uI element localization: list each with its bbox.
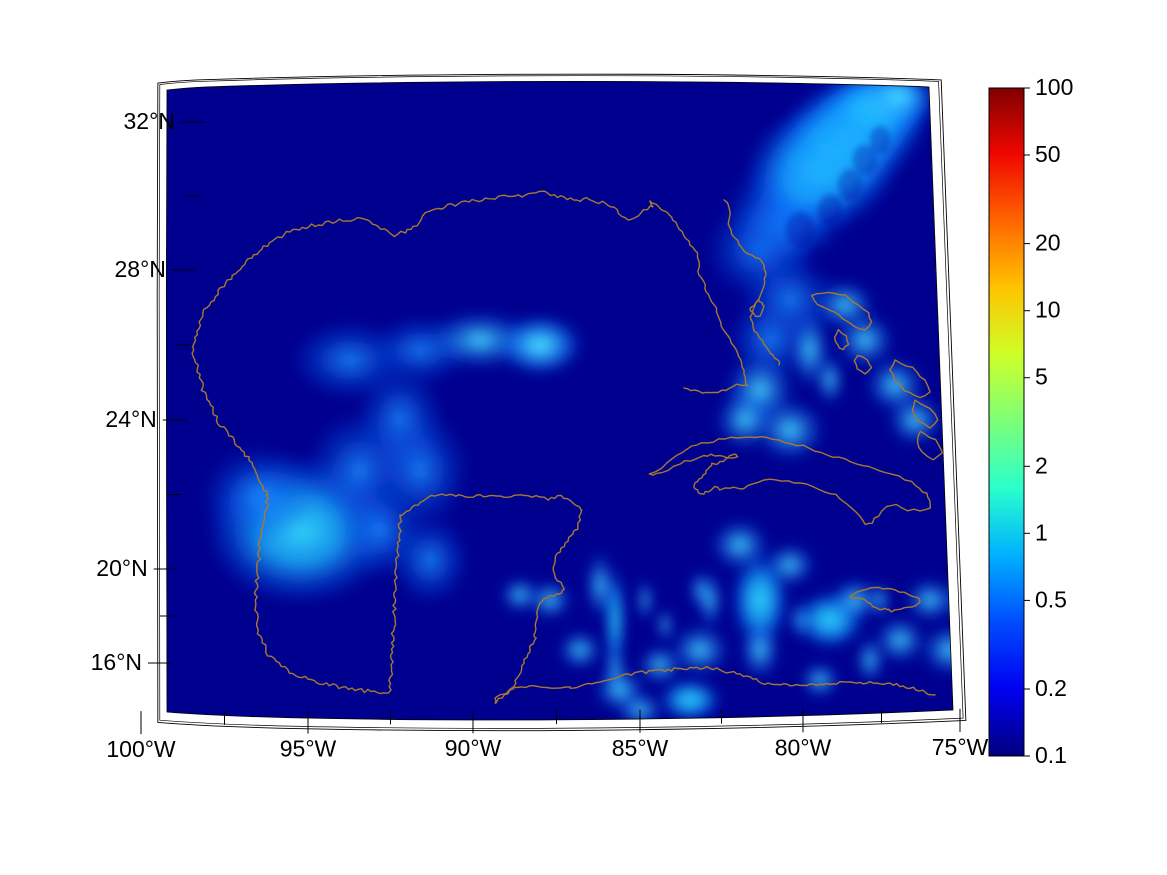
svg-text:10: 10 <box>1035 297 1061 323</box>
svg-text:16°N: 16°N <box>91 649 142 675</box>
svg-text:50: 50 <box>1035 141 1061 167</box>
svg-text:95°W: 95°W <box>280 736 337 762</box>
svg-text:32°N: 32°N <box>124 108 175 134</box>
svg-text:80°W: 80°W <box>775 734 832 760</box>
svg-text:0.5: 0.5 <box>1035 586 1067 612</box>
svg-text:20: 20 <box>1035 230 1061 256</box>
svg-text:75°W: 75°W <box>932 734 989 760</box>
svg-text:100: 100 <box>1035 74 1073 100</box>
svg-text:90°W: 90°W <box>445 735 502 761</box>
svg-text:24°N: 24°N <box>105 406 156 432</box>
svg-text:2: 2 <box>1035 452 1048 478</box>
svg-text:100°W: 100°W <box>106 736 176 762</box>
svg-text:20°N: 20°N <box>96 555 147 581</box>
svg-text:0.2: 0.2 <box>1035 675 1067 701</box>
svg-text:1: 1 <box>1035 519 1048 545</box>
svg-text:85°W: 85°W <box>612 735 669 761</box>
svg-text:5: 5 <box>1035 364 1048 390</box>
svg-text:28°N: 28°N <box>115 256 166 282</box>
svg-text:0.1: 0.1 <box>1035 742 1067 768</box>
